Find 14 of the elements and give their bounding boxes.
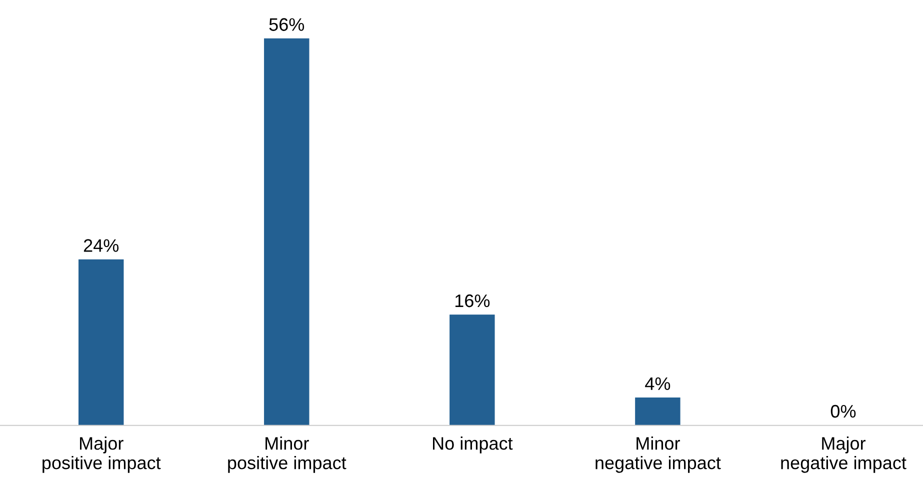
data-label: 56%: [269, 18, 304, 31]
bar: [450, 314, 495, 426]
x-tick-label: Major positive impact: [42, 436, 161, 473]
bar: [264, 38, 310, 426]
x-tick-label: Minor negative impact: [596, 436, 721, 473]
x-tick-label: No impact: [433, 436, 513, 454]
data-label: 0%: [830, 404, 856, 418]
bar: [635, 397, 680, 426]
x-tick-label: Minor positive impact: [228, 436, 346, 473]
data-label: 24%: [84, 239, 119, 252]
bar: [78, 259, 124, 426]
data-label: 16%: [455, 294, 490, 308]
x-tick-label: Major negative impact: [781, 436, 906, 473]
data-label: 4%: [645, 377, 670, 390]
